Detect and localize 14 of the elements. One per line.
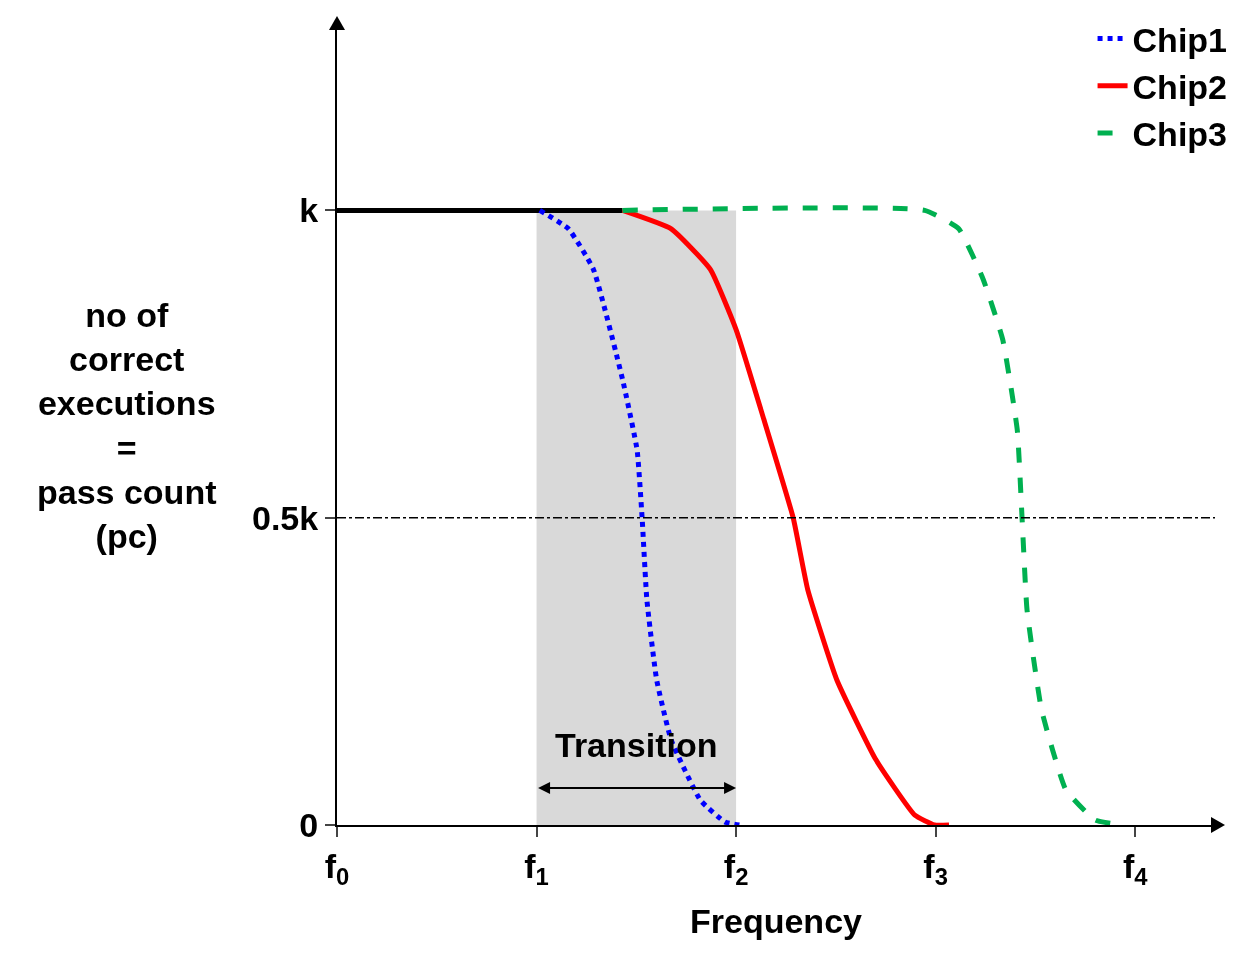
y-tick-label: 0 xyxy=(299,805,319,844)
x-tick-label: f$_{4}$ xyxy=(1122,846,1149,890)
x-tick-label: f$_{1}$ xyxy=(524,846,549,890)
legend-label: Chip2 xyxy=(1132,68,1228,107)
x-tick-label: f$_{0}$ xyxy=(324,846,350,890)
band-label: Transition xyxy=(555,726,718,764)
x-axis-title: Frequency xyxy=(690,901,863,940)
x-tick-label: f$_{2}$ xyxy=(723,846,749,890)
x-tick-label: f$_{3}$ xyxy=(923,846,948,890)
legend-label: Chip1 xyxy=(1132,20,1228,59)
y-tick-label: 0.5k xyxy=(252,498,319,537)
y-tick-label: k xyxy=(299,191,319,230)
legend-label: Chip3 xyxy=(1132,115,1228,154)
y-axis-title: no of correct executions = pass count (pc) xyxy=(37,296,217,555)
